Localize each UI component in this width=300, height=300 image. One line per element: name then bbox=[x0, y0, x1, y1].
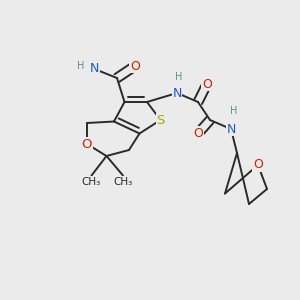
Text: N: N bbox=[226, 122, 236, 136]
Text: S: S bbox=[156, 113, 165, 127]
Text: O: O bbox=[202, 77, 212, 91]
Text: O: O bbox=[82, 137, 92, 151]
Text: CH₃: CH₃ bbox=[113, 177, 133, 187]
Text: H: H bbox=[175, 71, 182, 82]
Text: H: H bbox=[77, 61, 85, 71]
Text: H: H bbox=[230, 106, 238, 116]
Text: O: O bbox=[130, 59, 140, 73]
Text: N: N bbox=[172, 86, 182, 100]
Text: O: O bbox=[253, 158, 263, 172]
Text: O: O bbox=[193, 127, 203, 140]
Text: CH₃: CH₃ bbox=[82, 177, 101, 187]
Text: N: N bbox=[90, 62, 99, 76]
